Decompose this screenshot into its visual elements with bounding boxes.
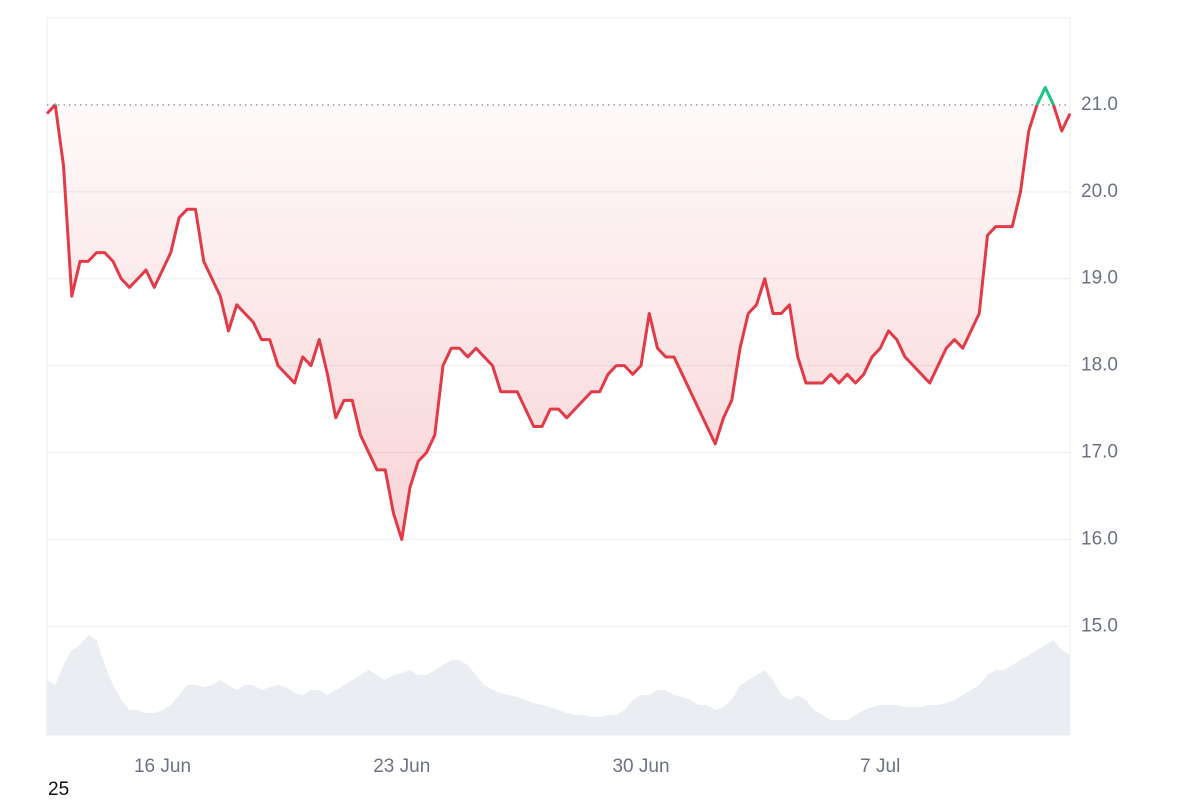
x-tick-label: 23 Jun — [373, 756, 430, 777]
area-fill — [47, 104, 1070, 540]
volume-area — [47, 635, 1070, 735]
x-tick-label: 30 Jun — [612, 756, 669, 777]
price-line — [45, 104, 1072, 541]
corner-label: 25 — [48, 779, 69, 800]
y-tick-label: 17.0 — [1081, 442, 1118, 463]
x-tick-label: 16 Jun — [134, 756, 191, 777]
y-tick-label: 20.0 — [1081, 181, 1118, 202]
y-tick-label: 19.0 — [1081, 268, 1118, 289]
x-tick-label: 7 Jul — [860, 756, 900, 777]
y-tick-label: 21.0 — [1081, 94, 1118, 115]
y-tick-label: 16.0 — [1081, 528, 1118, 549]
y-tick-label: 15.0 — [1081, 615, 1118, 636]
y-tick-label: 18.0 — [1081, 355, 1118, 376]
